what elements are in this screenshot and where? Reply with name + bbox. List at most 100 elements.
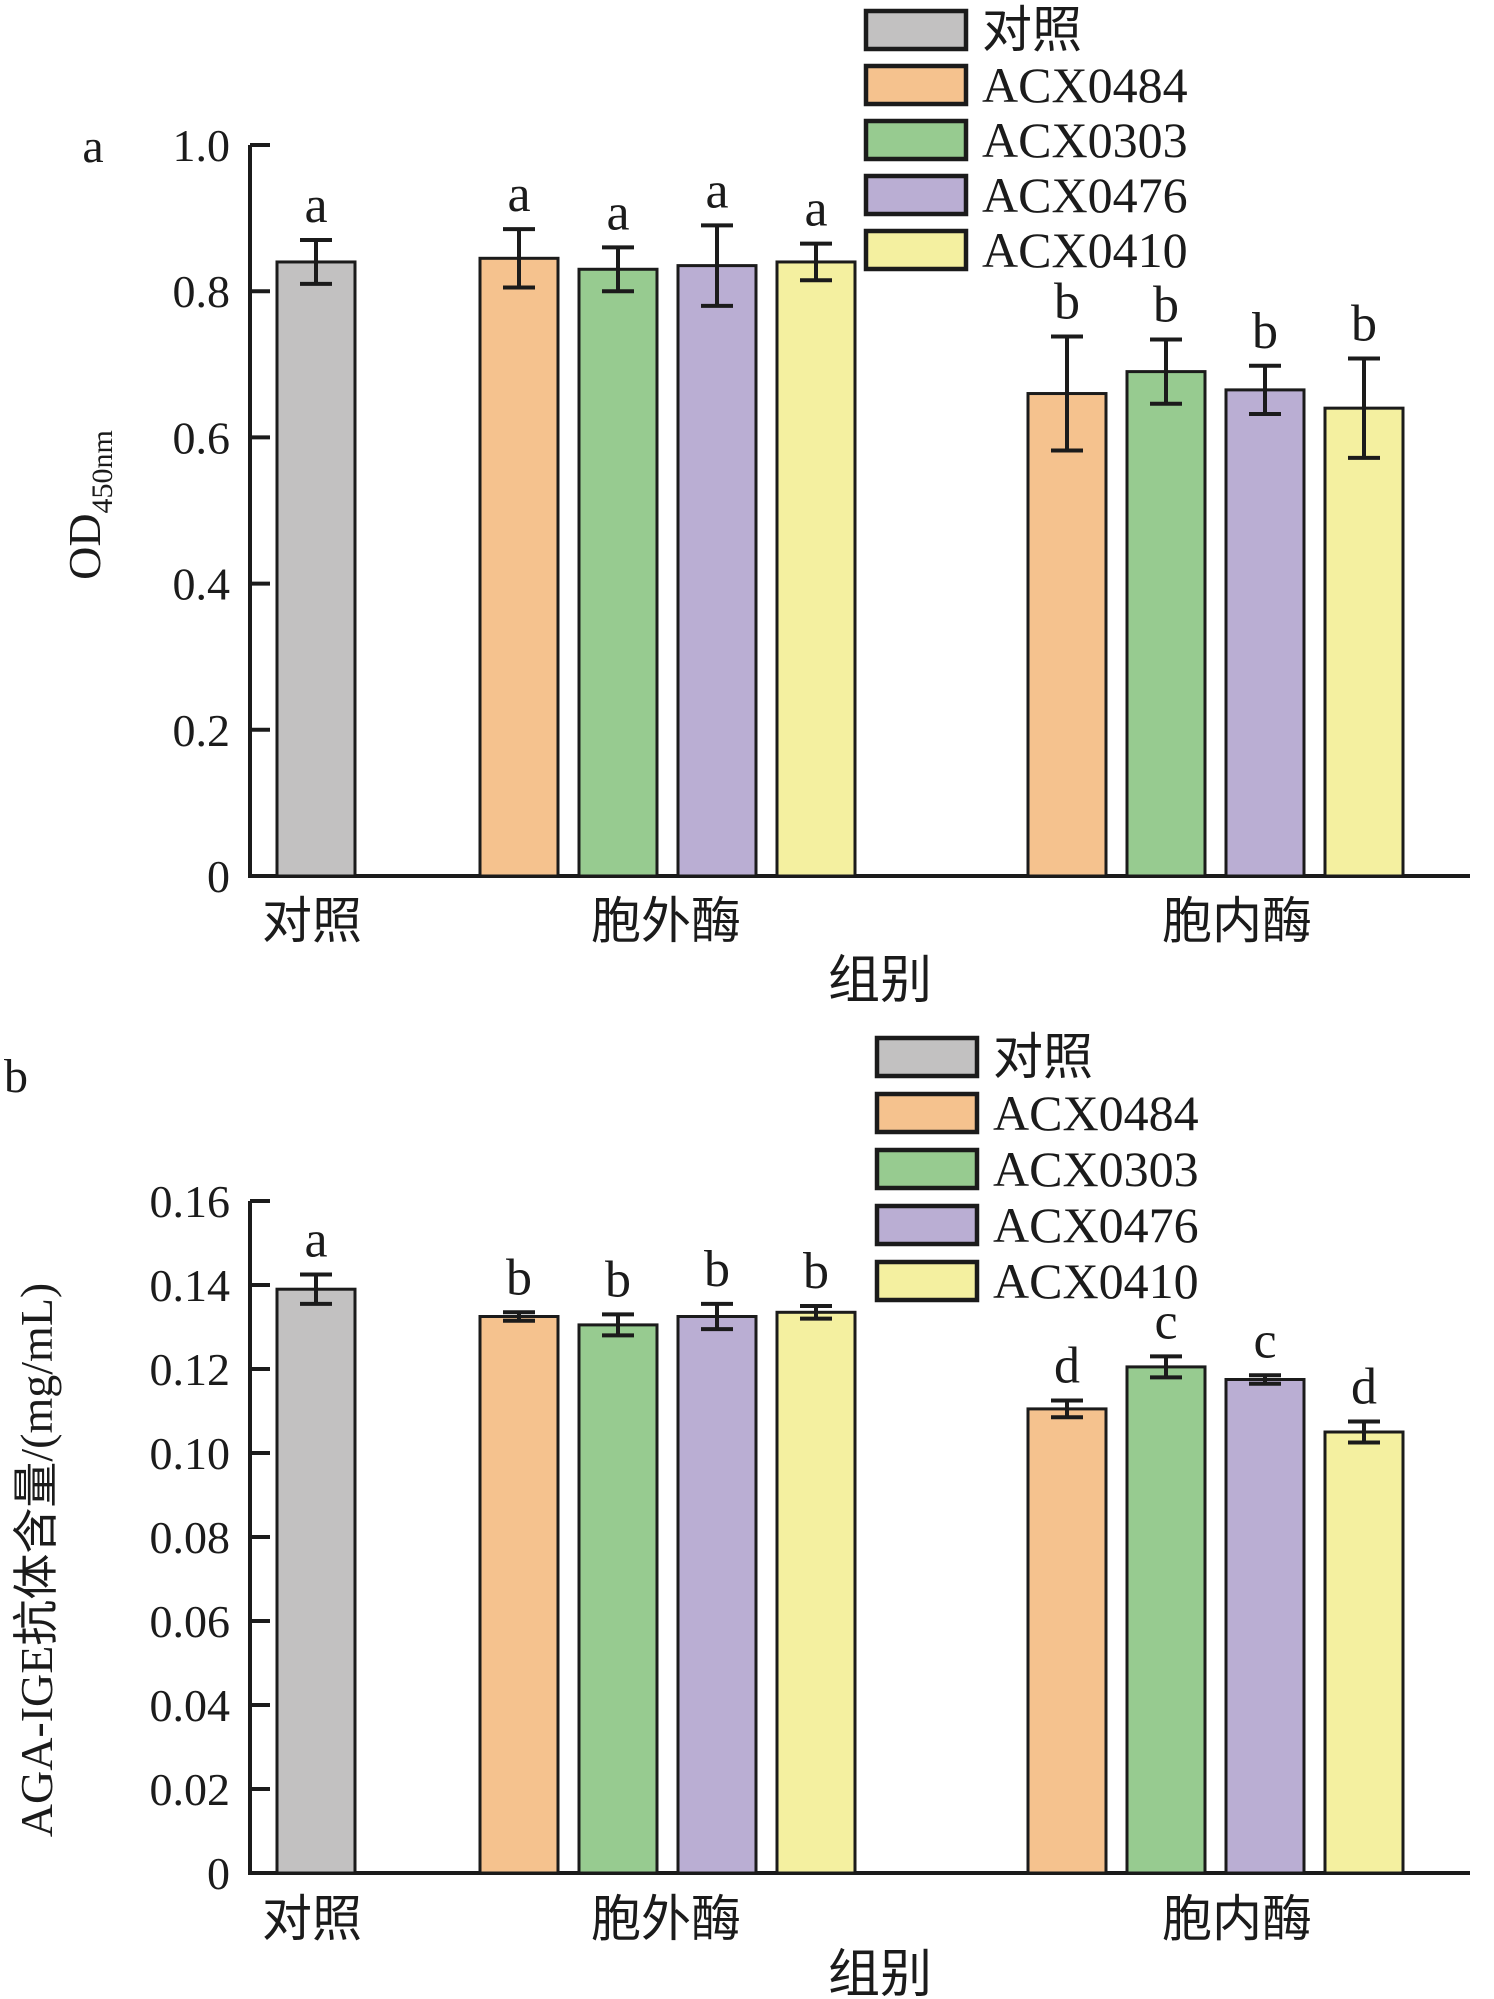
panel-letter-b: b — [4, 1050, 28, 1103]
sig-letter-ACX0484-胞内酶: b — [1054, 274, 1080, 331]
error-bar-ACX0303-胞外酶 — [602, 245, 634, 294]
sig-letter-ACX0476-胞内酶: c — [1253, 1312, 1276, 1369]
y-tick-label: 0.02 — [150, 1764, 231, 1815]
bar-ACX0484-胞外酶 — [478, 256, 560, 878]
error-bar-ACX0484-胞内酶 — [1051, 334, 1083, 453]
y-tick-label: 0.4 — [173, 559, 231, 610]
legend-label-ACX0410: ACX0410 — [982, 222, 1188, 278]
error-bar-ACX0303-胞外酶 — [602, 1312, 634, 1338]
bar-ACX0303-胞外酶 — [577, 1323, 659, 1875]
legend-swatch-ACX0484 — [863, 63, 969, 107]
bar-ACX0476-胞外酶 — [676, 1315, 758, 1875]
bar-ACX0484-胞外酶 — [478, 1315, 560, 1875]
y-tick-label: 0 — [207, 851, 230, 902]
legend-label-ACX0476: ACX0476 — [982, 167, 1188, 223]
legend-label-ACX0410: ACX0410 — [993, 1253, 1199, 1309]
error-bar-ACX0410-胞内酶 — [1348, 356, 1380, 460]
sig-letter-ACX0484-胞内酶: d — [1054, 1338, 1080, 1395]
legend-swatch-ACX0476 — [874, 1203, 980, 1247]
sig-letter-ACX0303-胞外酶: a — [606, 184, 629, 241]
bar-ACX0410-胞内酶 — [1323, 406, 1405, 878]
error-bar-ACX0410-胞外酶 — [800, 241, 832, 283]
error-bar-ACX0410-胞外酶 — [800, 1304, 832, 1321]
x-axis-title: 组别 — [828, 953, 932, 1010]
panel-b: b 0 0.02 0.04 0.06 0.08 0.10 0.12 0.14 0.16 AGA-IG… — [4, 1029, 1470, 1999]
sig-letter-ACX0484-胞外酶: a — [507, 166, 530, 223]
sig-letter-ACX0476-胞外酶: a — [705, 162, 728, 219]
error-bar-ACX0476-胞内酶 — [1249, 1373, 1281, 1386]
error-bar-ACX0476-胞外酶 — [701, 223, 733, 308]
bar-ACX0410-胞外酶 — [775, 260, 857, 878]
bar-对照-对照 — [275, 260, 357, 878]
y-tick-label: 0.12 — [150, 1344, 231, 1395]
legend-swatch-ACX0410 — [874, 1259, 980, 1303]
sig-letter-ACX0410-胞内酶: d — [1351, 1359, 1377, 1416]
legend-label-ACX0476: ACX0476 — [993, 1197, 1199, 1253]
bar-ACX0476-胞内酶 — [1224, 388, 1306, 878]
error-bar-对照-对照 — [300, 1272, 332, 1306]
error-bar-ACX0303-胞内酶 — [1150, 1354, 1182, 1380]
x-category-label-胞内酶: 胞内酶 — [1162, 893, 1312, 949]
x-axis-title: 组别 — [828, 1947, 932, 1999]
error-bar-ACX0476-胞外酶 — [701, 1301, 733, 1332]
sig-letter-对照-对照: a — [304, 177, 327, 234]
bar-ACX0476-胞内酶 — [1224, 1378, 1306, 1875]
legend-label-对照: 对照 — [993, 1029, 1093, 1085]
sig-letter-ACX0410-胞外酶: b — [803, 1243, 829, 1300]
error-bar-ACX0410-胞内酶 — [1348, 1419, 1380, 1445]
bar-ACX0484-胞内酶 — [1026, 392, 1108, 878]
x-category-label-胞外酶: 胞外酶 — [591, 893, 741, 949]
panel-letter-a: a — [82, 120, 103, 173]
legend-swatch-ACX0410 — [863, 228, 969, 272]
legend-swatch-对照 — [863, 8, 969, 52]
y-tick-label: 0.04 — [150, 1680, 231, 1731]
bar-ACX0484-胞内酶 — [1026, 1407, 1108, 1875]
sig-letter-ACX0303-胞外酶: b — [605, 1251, 631, 1308]
x-category-label-对照: 对照 — [262, 1891, 362, 1947]
error-bar-对照-对照 — [300, 238, 332, 286]
y-tick-label: 0 — [207, 1848, 230, 1899]
sig-letter-ACX0484-胞外酶: b — [506, 1249, 532, 1306]
bar-ACX0303-胞内酶 — [1125, 370, 1207, 878]
y-tick-label: 0.14 — [150, 1260, 231, 1311]
y-axis-title: OD450nm — [59, 430, 119, 580]
y-axis-title: AGA-IGE抗体含量/(mg/mL) — [11, 1283, 62, 1837]
sig-letter-对照-对照: a — [304, 1212, 327, 1269]
y-tick-label: 0.08 — [150, 1512, 231, 1563]
legend-label-ACX0303: ACX0303 — [993, 1141, 1199, 1197]
legend-label-对照: 对照 — [982, 2, 1082, 58]
bar-ACX0476-胞外酶 — [676, 264, 758, 878]
legend-swatch-ACX0484 — [874, 1091, 980, 1135]
bar-对照-对照 — [275, 1287, 357, 1875]
legend-label-ACX0303: ACX0303 — [982, 112, 1188, 168]
x-category-label-对照: 对照 — [262, 893, 362, 949]
error-bar-ACX0476-胞内酶 — [1249, 363, 1281, 417]
y-tick-label: 1.0 — [173, 120, 231, 171]
error-bar-ACX0303-胞内酶 — [1150, 337, 1182, 406]
legend-swatch-对照 — [874, 1035, 980, 1079]
sig-letter-ACX0303-胞内酶: b — [1153, 276, 1179, 333]
bar-ACX0410-胞外酶 — [775, 1310, 857, 1875]
error-bar-ACX0484-胞内酶 — [1051, 1398, 1083, 1420]
sig-letter-ACX0476-胞内酶: b — [1252, 303, 1278, 360]
bar-ACX0303-胞内酶 — [1125, 1365, 1207, 1875]
y-tick-label: 0.8 — [173, 266, 231, 317]
error-bar-ACX0484-胞外酶 — [503, 227, 535, 290]
error-bar-ACX0484-胞外酶 — [503, 1310, 535, 1323]
y-tick-label: 0.16 — [150, 1176, 231, 1227]
legend-label-ACX0484: ACX0484 — [982, 57, 1188, 113]
x-category-label-胞内酶: 胞内酶 — [1162, 1891, 1312, 1947]
bar-ACX0303-胞外酶 — [577, 267, 659, 878]
bar-ACX0410-胞内酶 — [1323, 1430, 1405, 1875]
sig-letter-ACX0410-胞外酶: a — [804, 181, 827, 238]
sig-letter-ACX0303-胞内酶: c — [1154, 1293, 1177, 1350]
y-tick-label: 0.10 — [150, 1428, 231, 1479]
legend-label-ACX0484: ACX0484 — [993, 1085, 1199, 1141]
legend-swatch-ACX0476 — [863, 173, 969, 217]
y-tick-label: 0.6 — [173, 412, 231, 463]
y-tick-label: 0.2 — [173, 705, 231, 756]
